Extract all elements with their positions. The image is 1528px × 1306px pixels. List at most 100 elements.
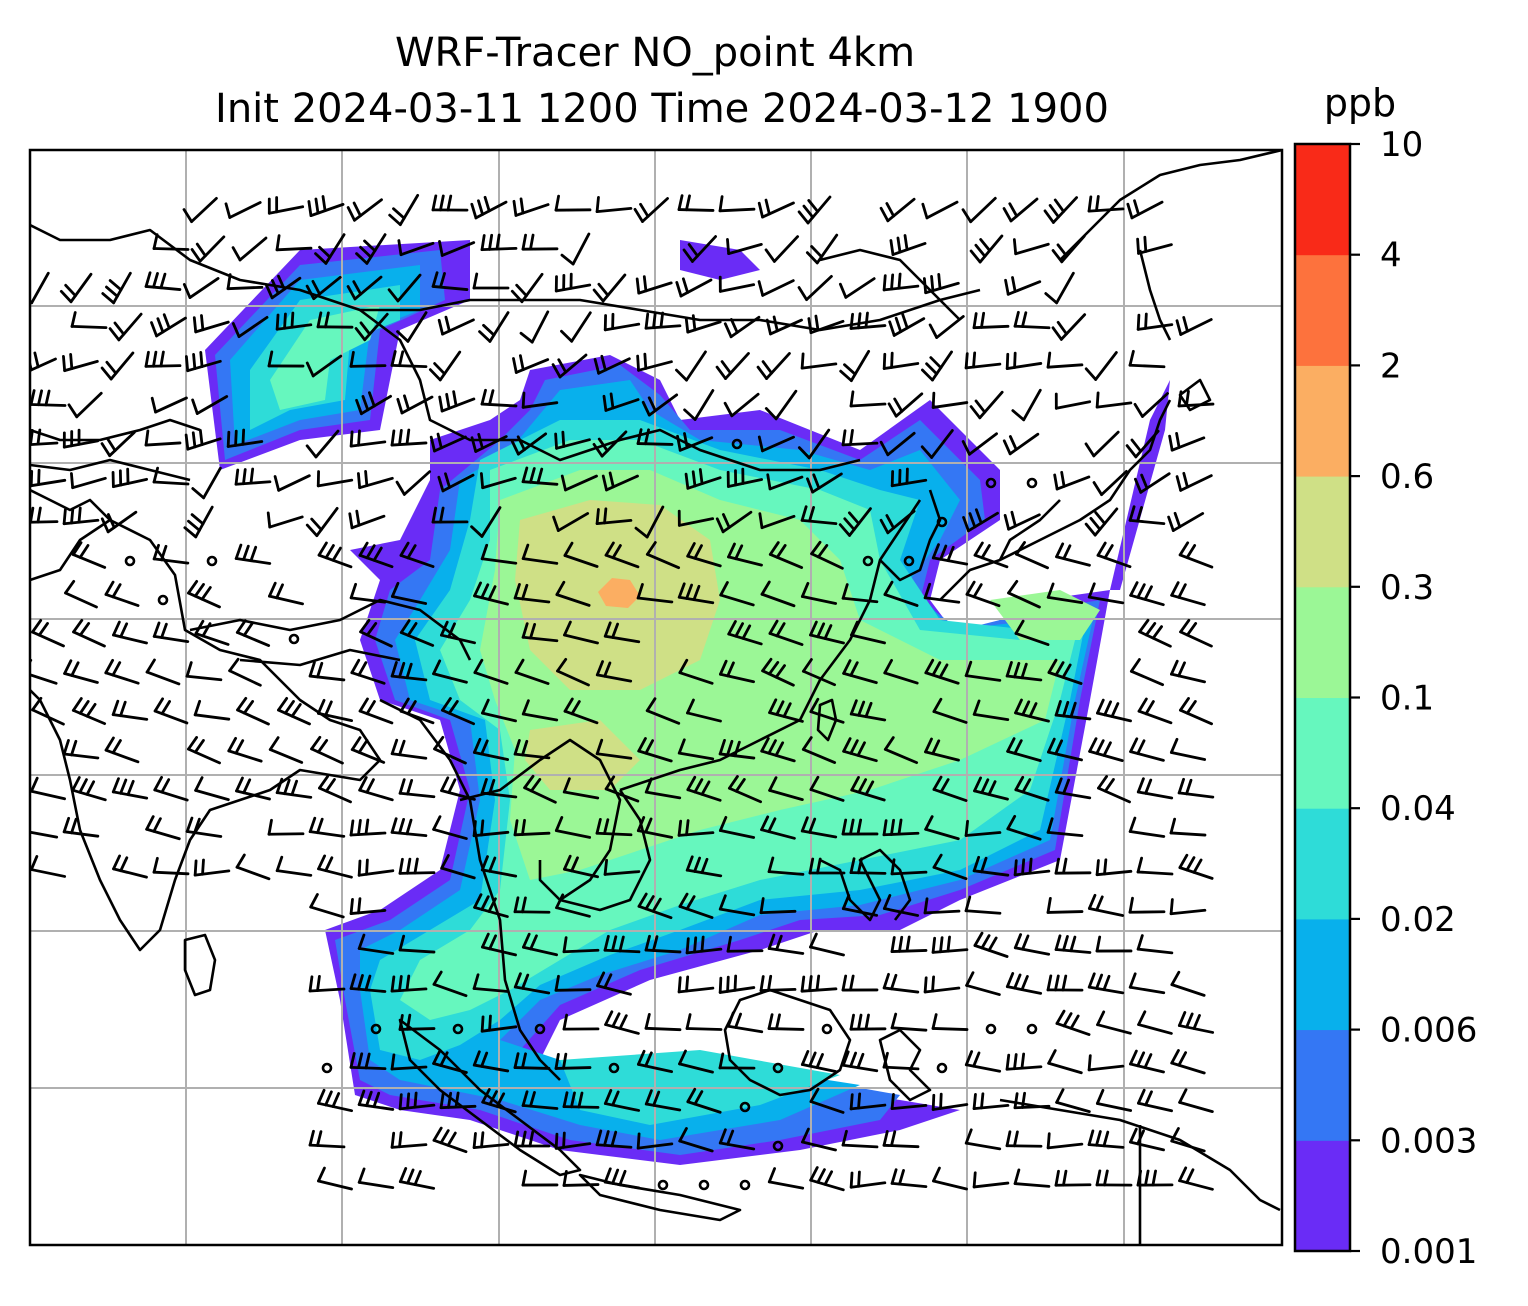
wind-barb bbox=[932, 853, 968, 881]
wind-barb bbox=[390, 738, 428, 760]
wind-barb bbox=[1087, 893, 1125, 917]
wind-barb bbox=[757, 279, 795, 297]
wind-barb bbox=[552, 512, 590, 532]
wind-barb bbox=[1179, 618, 1213, 648]
wind-barb bbox=[1013, 1168, 1051, 1188]
wind-barb bbox=[1054, 392, 1092, 410]
wind-barb bbox=[768, 776, 804, 801]
wind-barb bbox=[882, 351, 920, 370]
wind-barb bbox=[644, 1013, 682, 1032]
wind-barb bbox=[924, 737, 960, 762]
wind-barb bbox=[1087, 582, 1125, 605]
coastline-segment bbox=[999, 1098, 1281, 1212]
wind-barb bbox=[800, 1049, 838, 1073]
wind-barb bbox=[268, 736, 304, 764]
wind-barb bbox=[478, 311, 510, 343]
wind-barb bbox=[683, 389, 715, 421]
wind-barb bbox=[882, 1130, 920, 1149]
coastline-segment bbox=[459, 738, 622, 902]
wind-barb bbox=[472, 1050, 510, 1073]
wind-barb bbox=[307, 195, 345, 218]
wind-barb bbox=[309, 893, 345, 919]
wind-barb bbox=[390, 817, 428, 838]
wind-barb bbox=[723, 315, 761, 339]
wind-barb bbox=[398, 857, 436, 875]
wind-barb bbox=[767, 933, 805, 955]
wind-barb bbox=[727, 620, 763, 646]
wind-barb bbox=[521, 466, 559, 486]
wind-barb bbox=[275, 855, 313, 877]
wind-barb bbox=[112, 620, 148, 645]
wind-barb bbox=[1169, 737, 1207, 761]
wind-barb bbox=[767, 856, 805, 876]
wind-barb bbox=[759, 974, 797, 993]
wind-barb bbox=[592, 273, 627, 303]
wind-barb bbox=[30, 658, 58, 685]
colorbar-ticks: 0.001 0.003 0.006 0.02 0.04 0.1 0.3 0.6 2 4 10 bbox=[1350, 125, 1477, 1272]
wind-barb bbox=[1092, 469, 1128, 497]
wind-barb bbox=[1015, 541, 1049, 570]
wind-barb bbox=[62, 506, 100, 526]
wind-barb bbox=[1178, 541, 1214, 569]
wind-barb bbox=[152, 621, 190, 643]
wind-barb bbox=[765, 315, 803, 336]
map-panel bbox=[28, 148, 1284, 1247]
wind-barb bbox=[355, 391, 392, 416]
wind-barb bbox=[1137, 1010, 1173, 1035]
wind-barb bbox=[636, 583, 674, 604]
wind-barb bbox=[1178, 1088, 1214, 1114]
wind-barb bbox=[100, 430, 136, 458]
wind-barb bbox=[1084, 507, 1119, 537]
colorbar-tick-label: 0.006 bbox=[1380, 1011, 1477, 1051]
wind-barb bbox=[354, 312, 389, 342]
wind-barb bbox=[1136, 312, 1174, 331]
wind-barb bbox=[562, 777, 600, 800]
wind-barb bbox=[397, 239, 435, 257]
wind-barb bbox=[350, 658, 386, 685]
wind-barb bbox=[718, 974, 756, 994]
wind-barb bbox=[1129, 737, 1165, 762]
wind-barb bbox=[1087, 1054, 1125, 1072]
wind-barb bbox=[685, 855, 723, 878]
wind-barb bbox=[1177, 777, 1215, 799]
wind-barb-calm bbox=[452, 1023, 464, 1035]
wind-barb bbox=[644, 934, 682, 954]
wind-barb bbox=[432, 970, 468, 998]
wind-barb bbox=[480, 778, 518, 799]
wind-barb bbox=[931, 1092, 969, 1111]
wind-barb bbox=[396, 394, 434, 415]
wind-barb bbox=[1046, 1132, 1084, 1150]
wind-barb bbox=[108, 312, 143, 342]
wind-barb-calm bbox=[985, 1023, 997, 1035]
wind-barb bbox=[800, 505, 838, 526]
wind-barb bbox=[317, 1166, 353, 1191]
wind-barb bbox=[194, 619, 230, 646]
wind-barb bbox=[111, 467, 149, 489]
wind-barb bbox=[1128, 816, 1166, 838]
wind-barb bbox=[800, 352, 838, 370]
wind-barb bbox=[1055, 1009, 1091, 1036]
wind-barb bbox=[187, 579, 221, 609]
wind-barb bbox=[1137, 1088, 1173, 1113]
wind-barb bbox=[964, 1128, 1002, 1151]
wind-barb bbox=[470, 195, 508, 220]
wind-barb bbox=[636, 1132, 674, 1150]
wind-barb-calm bbox=[772, 1140, 784, 1152]
wind-barb bbox=[964, 819, 1002, 837]
wind-barb bbox=[316, 311, 354, 329]
wind-barb bbox=[398, 778, 436, 799]
wind-barb bbox=[308, 816, 346, 838]
wind-barb bbox=[1129, 1127, 1165, 1152]
wind-barb bbox=[305, 354, 343, 378]
wind-barb bbox=[554, 816, 592, 839]
wind-barb bbox=[1136, 777, 1174, 800]
wind-barb bbox=[1170, 659, 1206, 684]
wind-barb bbox=[604, 775, 640, 803]
wind-barb bbox=[1169, 898, 1207, 916]
wind-barb bbox=[1138, 618, 1172, 648]
wind-barb bbox=[479, 472, 517, 490]
wind-barb bbox=[104, 580, 140, 607]
wind-barb bbox=[890, 935, 928, 953]
wind-barb bbox=[1136, 1169, 1174, 1187]
wind-barb bbox=[1053, 470, 1091, 491]
